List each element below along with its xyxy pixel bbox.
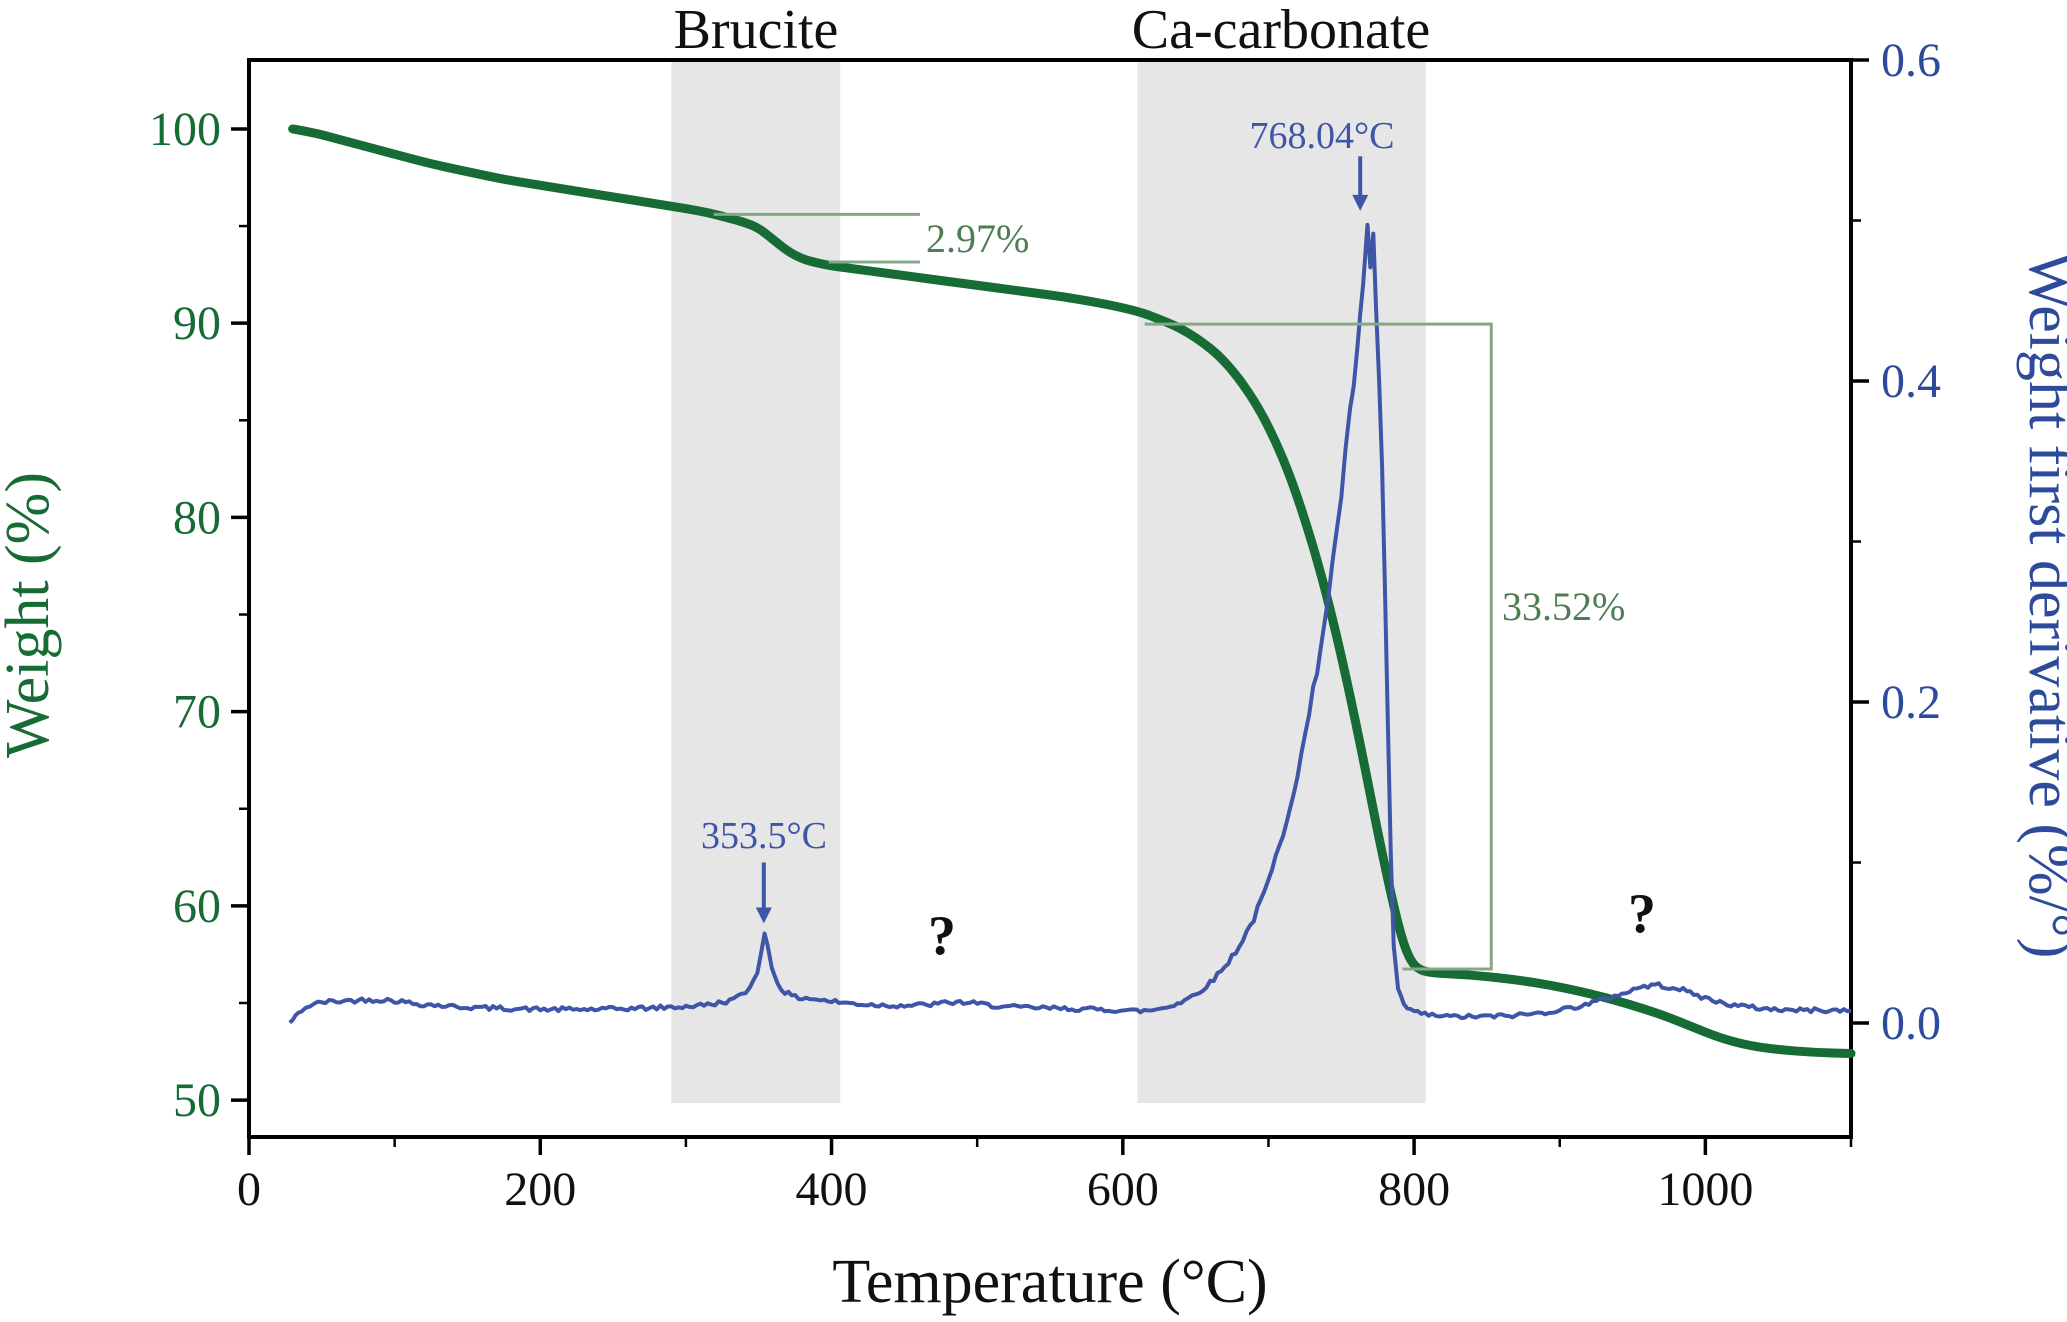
phase-band-0 xyxy=(671,60,841,1103)
x-tick-label: 0 xyxy=(237,1163,261,1216)
carbonate-loss-bracket xyxy=(1144,322,1493,971)
weight-curve xyxy=(288,124,1856,1058)
plot-border xyxy=(247,58,1853,1139)
x-tick-label: 1000 xyxy=(1657,1163,1753,1216)
x-tick-label: 600 xyxy=(1087,1163,1159,1216)
x-tick-label: 400 xyxy=(796,1163,868,1216)
x-tick-label: 800 xyxy=(1378,1163,1450,1216)
annotation-carbonate-loss: 33.52% xyxy=(1502,584,1625,629)
annotation-brucite-loss: 2.97% xyxy=(926,216,1029,261)
right-tick-label: 0.0 xyxy=(1881,997,1941,1050)
peak2-arrow-head xyxy=(1352,194,1369,211)
phase-band-1 xyxy=(1137,60,1426,1103)
peak1-temperature-label: 353.5°C xyxy=(701,815,827,857)
left-tick-label: 80 xyxy=(173,491,221,544)
left-tick-label: 70 xyxy=(173,686,221,739)
x-tick-label: 200 xyxy=(504,1163,576,1216)
right-tick-label: 0.4 xyxy=(1881,355,1941,408)
right-axis-title: Weight first derivative (%/°) xyxy=(2016,252,2067,959)
derivative-curve xyxy=(288,222,1852,1025)
right-tick-label: 0.2 xyxy=(1881,676,1941,729)
left-tick-label: 50 xyxy=(173,1074,221,1127)
band-label-brucite: Brucite xyxy=(674,0,839,61)
question-mark-1: ? xyxy=(928,905,956,967)
x-axis-title: Temperature (°C) xyxy=(832,1248,1267,1316)
right-tick-label: 0.6 xyxy=(1881,34,1941,87)
peak1-arrow-head xyxy=(755,907,772,924)
left-tick-label: 100 xyxy=(149,103,221,156)
left-axis-title: Weight (%) xyxy=(0,472,62,758)
band-label-ca-carbonate: Ca-carbonate xyxy=(1132,0,1430,61)
question-mark-2: ? xyxy=(1628,883,1656,945)
left-tick-label: 60 xyxy=(173,880,221,933)
left-tick-label: 90 xyxy=(173,297,221,350)
peak2-temperature-label: 768.04°C xyxy=(1249,115,1394,157)
